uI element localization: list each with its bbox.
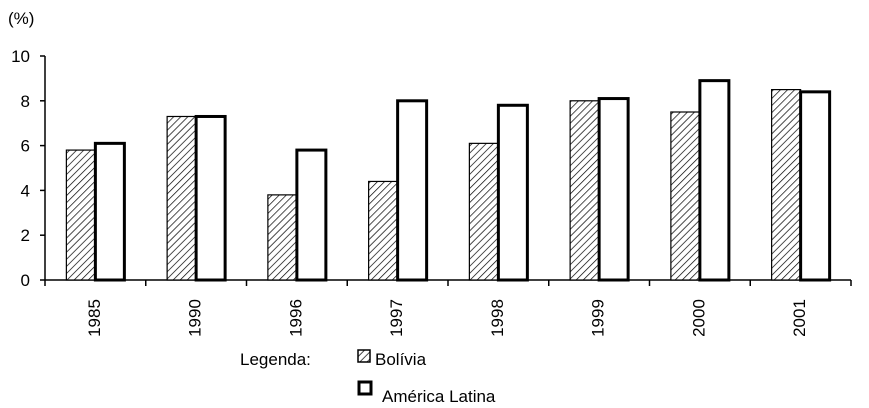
y-axis-ticks bbox=[40, 55, 45, 281]
x-axis-tick-label: 1990 bbox=[186, 299, 205, 337]
x-axis-tick-labels: 1985 1990 1996 1997 1998 1999 2000 2001 bbox=[85, 299, 809, 337]
bar-america-latina bbox=[194, 114, 227, 282]
bar-america-latina bbox=[93, 141, 126, 282]
bar-bolivia bbox=[65, 149, 96, 281]
bar-bolivia bbox=[267, 194, 298, 281]
bar-america-latina bbox=[799, 90, 832, 282]
legend-swatch-bolivia bbox=[357, 349, 371, 363]
bars bbox=[65, 79, 832, 282]
y-axis-tick-label: 4 bbox=[21, 181, 30, 200]
y-axis-label: (%) bbox=[8, 9, 34, 28]
bar-america-latina bbox=[295, 148, 328, 282]
x-axis-tick-label: 1996 bbox=[286, 299, 305, 337]
legend: Legenda: Bolívia América Latina bbox=[240, 349, 496, 406]
bar-america-latina bbox=[597, 97, 630, 282]
bar-america-latina bbox=[698, 79, 731, 282]
legend-swatch-america-latina bbox=[357, 380, 373, 396]
y-axis-tick-labels: 0 2 4 6 8 10 bbox=[11, 47, 30, 290]
y-axis-tick-label: 6 bbox=[21, 137, 30, 156]
x-axis-tick-label: 2000 bbox=[689, 299, 708, 337]
y-axis-tick-label: 0 bbox=[21, 271, 30, 290]
x-axis-tick-label: 1985 bbox=[85, 299, 104, 337]
y-axis-tick-label: 10 bbox=[11, 47, 30, 66]
bar-america-latina bbox=[496, 103, 529, 282]
x-axis-tick-label: 2001 bbox=[790, 299, 809, 337]
legend-label-bolivia: Bolívia bbox=[375, 350, 427, 369]
bar-bolivia bbox=[569, 100, 600, 281]
x-axis-tick-label: 1997 bbox=[387, 299, 406, 337]
legend-title: Legenda: bbox=[240, 350, 311, 369]
bar-bolivia bbox=[670, 111, 701, 281]
legend-label-america-latina: América Latina bbox=[382, 387, 496, 406]
x-axis-tick-label: 1999 bbox=[589, 299, 608, 337]
x-axis-tick-label: 1998 bbox=[488, 299, 507, 337]
x-axis-ticks bbox=[44, 280, 852, 286]
bar-bolivia bbox=[468, 142, 499, 281]
bar-bolivia bbox=[166, 115, 197, 281]
bar-bolivia bbox=[771, 88, 802, 281]
bar-america-latina bbox=[396, 99, 429, 282]
bar-bolivia bbox=[368, 180, 399, 281]
y-axis-tick-label: 2 bbox=[21, 226, 30, 245]
y-axis-tick-label: 8 bbox=[21, 92, 30, 111]
